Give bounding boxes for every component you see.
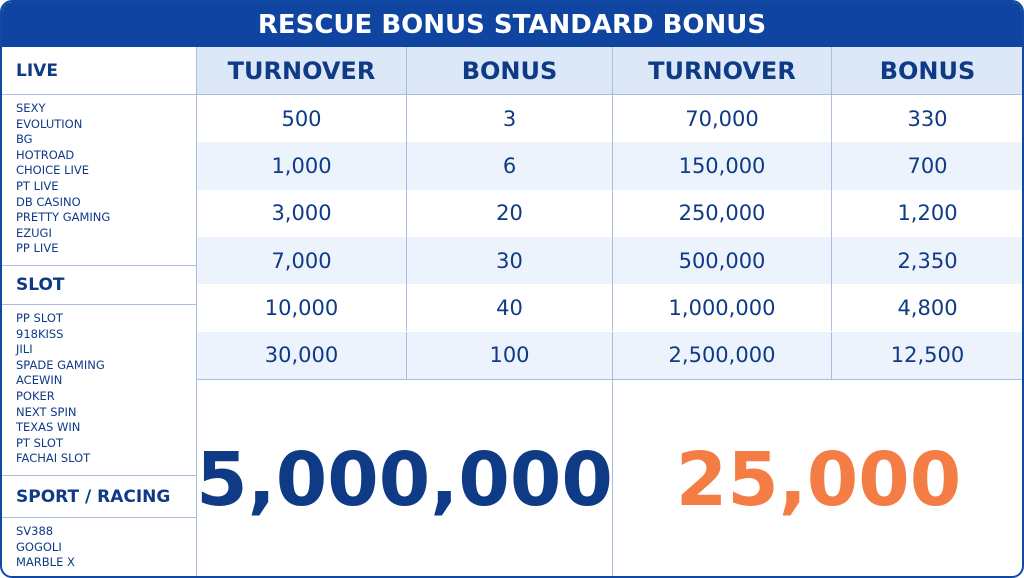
- highlight-bonus: 25,000: [613, 379, 1022, 576]
- table-cell: 40: [407, 284, 613, 332]
- provider: PRETTY GAMING: [16, 210, 111, 225]
- table: TURNOVER BONUS TURNOVER BONUS 500 3 70,000 330 1…: [196, 47, 1022, 576]
- section-title: SPORT / RACING: [2, 475, 196, 518]
- section-title: SLOT: [2, 265, 196, 305]
- table-cell: 500: [197, 95, 407, 143]
- table-cell: 6: [407, 142, 613, 190]
- table-cell: 500,000: [613, 236, 832, 285]
- provider: EZUGI: [16, 225, 52, 240]
- table-cell: 10,000: [197, 284, 407, 332]
- provider: PT LIVE: [16, 178, 59, 193]
- provider: HOTROAD: [16, 147, 75, 162]
- provider: POKER: [16, 388, 55, 403]
- provider: TEXAS WIN: [16, 420, 81, 435]
- section-list: PP SLOT 918KISS JILI SPADE GAMING ACEWIN POKE…: [2, 305, 196, 475]
- column-header: TURNOVER: [197, 47, 407, 95]
- provider: SPADE GAMING: [16, 357, 105, 372]
- provider: PP SLOT: [16, 311, 63, 325]
- table-cell: 30,000: [197, 331, 407, 379]
- table-cell: 100: [407, 331, 613, 379]
- table-cell: 250,000: [613, 189, 832, 237]
- provider: DB CASINO: [16, 194, 81, 209]
- section-list: SV388 GOGOLI MARBLE X: [2, 518, 196, 576]
- provider: ACEWIN: [16, 373, 63, 388]
- table-cell: 700: [832, 142, 1022, 190]
- table-cell: 1,000,000: [613, 284, 832, 332]
- provider: SV388: [16, 524, 54, 538]
- table-cell: 20: [407, 189, 613, 237]
- section-title: LIVE: [2, 47, 196, 95]
- provider: SEXY: [16, 101, 46, 115]
- provider: JILI: [16, 342, 33, 357]
- table-cell: 7,000: [197, 236, 407, 285]
- column-header: BONUS: [832, 47, 1022, 95]
- section-list: SEXY EVOLUTION BG HOTROAD CHOICE LIVE PT LIVE…: [2, 95, 196, 265]
- provider: FACHAI SLOT: [16, 451, 91, 466]
- column-header: BONUS: [407, 47, 613, 95]
- provider: 918KISS: [16, 326, 64, 341]
- column-header: TURNOVER: [613, 47, 832, 95]
- title: RESCUE BONUS STANDARD BONUS: [2, 2, 1022, 47]
- sidebar: LIVE SEXY EVOLUTION BG HOTROAD CHOICE LIVE PT …: [2, 47, 197, 576]
- provider: MARBLE X: [16, 555, 75, 570]
- table-cell: 70,000: [613, 95, 832, 143]
- table-cell: 330: [832, 95, 1022, 143]
- provider: EVOLUTION: [16, 116, 83, 131]
- provider: BG: [16, 132, 33, 147]
- table-cell: 2,350: [832, 236, 1022, 285]
- table-cell: 3,000: [197, 189, 407, 237]
- table-cell: 4,800: [832, 284, 1022, 332]
- provider: PP LIVE: [16, 241, 59, 256]
- provider: NEXT SPIN: [16, 404, 77, 419]
- provider: PT SLOT: [16, 435, 63, 450]
- provider: CHOICE LIVE: [16, 163, 90, 178]
- table-cell: 1,200: [832, 189, 1022, 237]
- table-cell: 2,500,000: [613, 331, 832, 379]
- table-cell: 30: [407, 236, 613, 285]
- highlight-turnover: 5,000,000: [196, 379, 613, 576]
- table-cell: 1,000: [197, 142, 407, 190]
- table-cell: 150,000: [613, 142, 832, 190]
- table-cell: 12,500: [832, 331, 1022, 379]
- table-cell: 3: [407, 95, 613, 143]
- provider: GOGOLI: [16, 539, 62, 554]
